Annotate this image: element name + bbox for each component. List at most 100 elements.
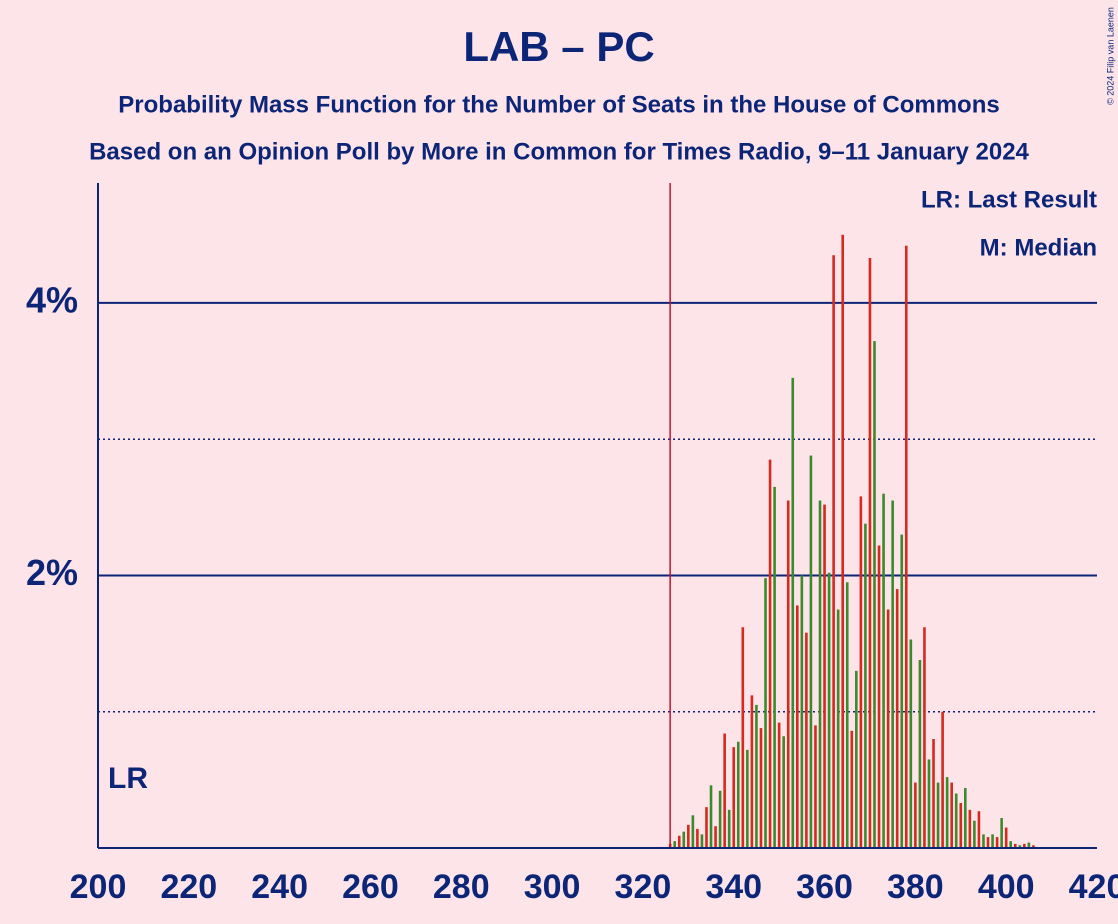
bar — [936, 782, 940, 848]
bar — [918, 659, 922, 848]
bar — [1023, 843, 1026, 848]
legend-entry: M: Median — [980, 234, 1097, 261]
bar — [964, 788, 967, 848]
bar — [977, 811, 981, 848]
bar — [764, 578, 767, 848]
bar — [841, 234, 845, 849]
bar — [700, 834, 704, 848]
bar — [855, 670, 858, 848]
bar — [818, 500, 822, 848]
bar — [873, 341, 876, 848]
bar — [786, 500, 790, 848]
bar — [991, 834, 994, 848]
bar — [727, 809, 731, 848]
bar — [1027, 842, 1031, 848]
bar — [995, 837, 999, 848]
bar — [968, 809, 972, 848]
x-tick-label: 360 — [796, 868, 853, 906]
bar — [882, 493, 885, 848]
subtitle: Probability Mass Function for the Number… — [118, 91, 999, 118]
bar — [723, 733, 726, 848]
bar — [954, 793, 958, 848]
bar — [823, 504, 826, 848]
x-tick-label: 340 — [705, 868, 762, 906]
bar — [864, 523, 867, 848]
x-tick-label: 380 — [887, 868, 944, 906]
bar — [755, 704, 758, 848]
bar — [950, 782, 953, 848]
bar — [673, 841, 676, 848]
bar — [982, 834, 985, 848]
x-tick-label: 260 — [342, 868, 399, 906]
bar — [959, 803, 963, 848]
bar — [850, 730, 854, 848]
chart-title: LAB – PC — [463, 23, 654, 70]
bar — [705, 807, 708, 848]
x-tick-label: 200 — [70, 868, 127, 906]
bar — [909, 639, 913, 848]
bar — [809, 455, 813, 848]
x-tick-label: 280 — [433, 868, 490, 906]
bar — [677, 835, 681, 848]
bar — [832, 255, 835, 848]
bar — [941, 711, 944, 848]
bar — [1013, 843, 1017, 848]
bar — [782, 736, 785, 848]
bar — [914, 782, 917, 848]
bar — [741, 627, 745, 848]
bar — [732, 747, 736, 848]
bar — [868, 257, 872, 849]
legend-entry: LR: Last Result — [921, 186, 1097, 213]
y-tick-label: 4% — [26, 279, 78, 320]
bar — [900, 534, 904, 848]
bar — [986, 837, 990, 848]
bar — [691, 815, 695, 848]
bar — [973, 820, 976, 848]
x-tick-label: 400 — [978, 868, 1035, 906]
bar — [904, 245, 908, 848]
bar — [1009, 841, 1013, 848]
bar — [1018, 845, 1022, 848]
copyright: © 2024 Filip van Laenen — [1105, 7, 1115, 105]
y-tick-label: 2% — [26, 552, 78, 593]
bar — [696, 828, 699, 848]
bar — [927, 759, 931, 848]
bar — [768, 459, 772, 848]
subtitle: Based on an Opinion Poll by More in Comm… — [89, 138, 1029, 165]
x-tick-label: 220 — [160, 868, 217, 906]
bar — [945, 777, 949, 848]
bar — [805, 632, 808, 848]
bar — [718, 790, 722, 848]
bar — [777, 722, 781, 848]
bar — [682, 831, 686, 848]
bar — [791, 377, 795, 848]
bar — [836, 609, 840, 848]
bar — [709, 785, 713, 848]
bar — [895, 589, 899, 848]
x-tick-label: 300 — [524, 868, 581, 906]
x-tick-label: 240 — [251, 868, 308, 906]
bar — [814, 725, 817, 848]
bar — [746, 749, 749, 848]
bar — [800, 575, 804, 848]
bar — [687, 824, 690, 848]
bar — [714, 826, 717, 848]
bar — [1004, 827, 1008, 848]
bar — [886, 609, 890, 848]
last-result-label: LR — [108, 762, 148, 795]
bar — [845, 582, 849, 848]
bar — [750, 695, 754, 848]
bar — [1000, 818, 1003, 848]
bar — [877, 545, 881, 848]
x-tick-label: 420 — [1069, 868, 1118, 906]
bar — [932, 738, 935, 848]
bar — [1032, 845, 1035, 848]
bar — [827, 572, 831, 848]
bar — [859, 496, 863, 848]
bar — [796, 605, 799, 848]
bar — [923, 627, 926, 848]
x-tick-label: 320 — [615, 868, 672, 906]
bar — [773, 486, 776, 848]
